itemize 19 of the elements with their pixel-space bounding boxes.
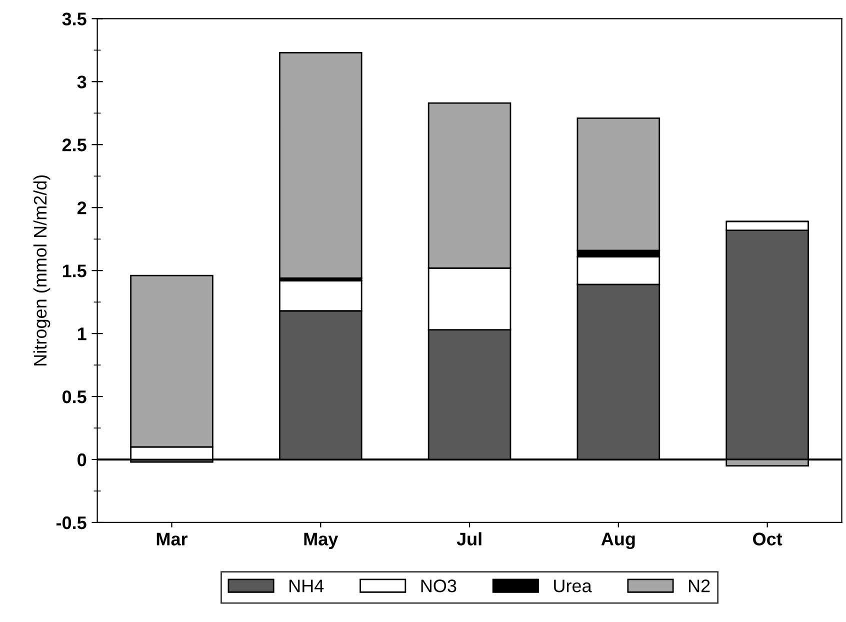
y-tick-label: 1.5 [62, 264, 86, 278]
x-tick-label: Mar [156, 532, 188, 546]
y-tick-label: 3.5 [62, 12, 86, 26]
x-tick-label: Oct [753, 532, 782, 546]
legend-label: Urea [554, 580, 592, 592]
legend-label: NH4 [290, 580, 324, 592]
y-tick-label: 0 [78, 453, 86, 466]
y-tick-label: 0.5 [62, 390, 86, 404]
y-tick-label: 1 [78, 328, 86, 340]
y-tick-label: 3 [77, 76, 86, 88]
legend-label: N2 [688, 580, 710, 592]
x-tick-label: May [304, 532, 338, 550]
y-tick-label: 2 [77, 202, 86, 214]
legend-label: NO3 [421, 580, 456, 592]
x-tick-label: Jul [456, 532, 482, 546]
y-axis-title: Nitrogen (mmol N/m2/d) [33, 175, 50, 366]
y-tick-label: -0.5 [56, 516, 86, 530]
x-tick-label: Aug [601, 532, 635, 550]
y-tick-label: 2.5 [62, 138, 86, 152]
